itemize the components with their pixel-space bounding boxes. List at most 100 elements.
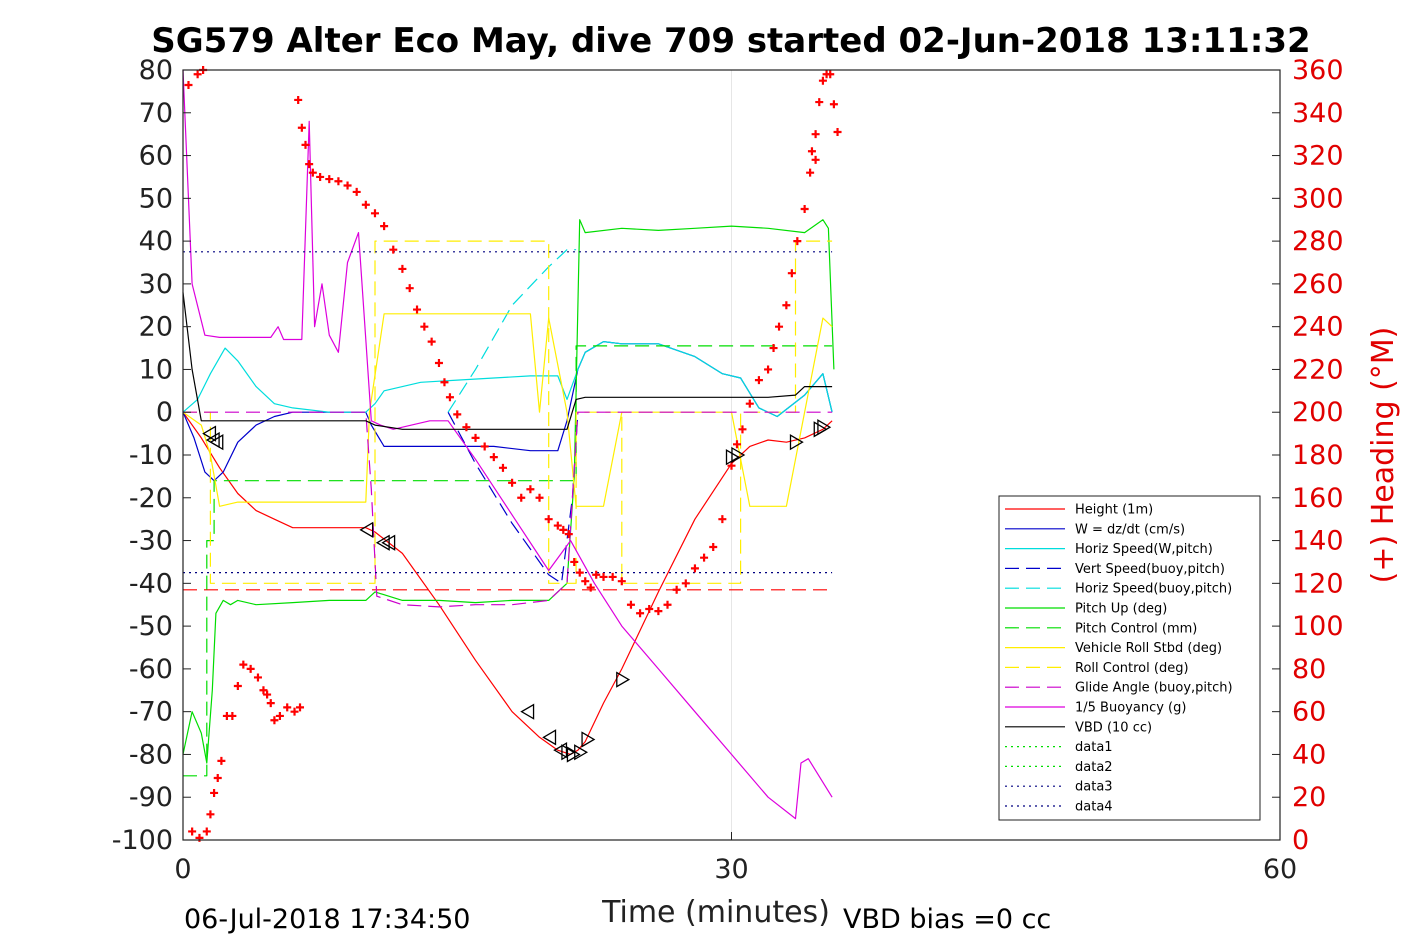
plot-area: 80706050403020100-10-20-30-40-50-60-70-8…	[112, 55, 1344, 885]
right-axis-label: (+) Heading (°M)	[1366, 327, 1401, 584]
heading-point	[811, 130, 820, 139]
heading-point	[301, 140, 310, 149]
y-right-tick-label: 140	[1292, 526, 1344, 557]
axis-ticks: 80706050403020100-10-20-30-40-50-60-70-8…	[112, 55, 1344, 885]
legend-entry: data1	[1075, 740, 1113, 755]
heading-point	[217, 756, 226, 765]
y-tick-label: 80	[139, 55, 173, 86]
heading-point	[599, 572, 608, 581]
heading-point	[807, 147, 816, 156]
y-right-tick-label: 160	[1292, 483, 1344, 514]
heading-point	[334, 177, 343, 186]
heading-point	[672, 585, 681, 594]
heading-point	[681, 579, 690, 588]
heading-point	[188, 827, 197, 836]
legend-entry: Horiz Speed(buoy,pitch)	[1075, 582, 1232, 597]
heading-point	[826, 70, 835, 79]
heading-point	[626, 600, 635, 609]
heading-point	[193, 70, 202, 79]
heading-point	[508, 478, 517, 487]
triangle-marker	[574, 744, 589, 761]
heading-point	[308, 168, 317, 177]
y-right-tick-label: 340	[1292, 98, 1344, 129]
heading-point	[210, 788, 219, 797]
heading-point	[517, 493, 526, 502]
heading-point	[420, 322, 429, 331]
triangle-marker	[789, 434, 804, 451]
heading-point	[297, 123, 306, 132]
triangle-marker	[359, 521, 374, 538]
legend-entry: Vehicle Roll Stbd (deg)	[1075, 641, 1222, 656]
triangle-marker	[202, 425, 217, 442]
heading-point	[526, 485, 535, 494]
heading-point	[718, 515, 727, 524]
heading-point	[266, 699, 275, 708]
triangle-marker	[209, 434, 224, 451]
heading-point	[294, 95, 303, 104]
legend-entry: data4	[1075, 800, 1113, 815]
heading-point	[361, 200, 370, 209]
y-tick-label: -100	[112, 825, 173, 856]
heading-point	[769, 344, 778, 353]
triangle-marker	[581, 731, 596, 748]
y-right-tick-label: 100	[1292, 611, 1344, 642]
y-right-tick-label: 360	[1292, 55, 1344, 86]
heading-point	[754, 376, 763, 385]
y-right-tick-label: 260	[1292, 269, 1344, 300]
heading-point	[259, 686, 268, 695]
x-tick-label: 30	[714, 854, 748, 885]
heading-point	[829, 100, 838, 109]
y-tick-label: 10	[139, 354, 173, 385]
y-tick-label: -20	[129, 483, 173, 514]
heading-point	[352, 187, 361, 196]
legend-entry: VBD (10 cc)	[1075, 720, 1152, 735]
y-tick-label: 20	[139, 312, 173, 343]
y-right-tick-label: 220	[1292, 354, 1344, 385]
heading-point	[427, 337, 436, 346]
legend-entry: Pitch Up (deg)	[1075, 602, 1167, 617]
legend-entry: Roll Control (deg)	[1075, 661, 1189, 676]
heading-point	[316, 172, 325, 181]
heading-point	[581, 577, 590, 586]
y-right-tick-label: 200	[1292, 397, 1344, 428]
footer-timestamp: 06-Jul-2018 17:34:50	[184, 904, 470, 935]
heading-point	[305, 160, 314, 169]
heading-point	[343, 181, 352, 190]
y-tick-label: -40	[129, 568, 173, 599]
x-tick-label: 60	[1263, 854, 1297, 885]
heading-point	[782, 301, 791, 310]
triangle-marker	[566, 746, 581, 763]
footer-vbd-bias: VBD bias =0 cc	[843, 904, 1051, 935]
legend-entry: data3	[1075, 780, 1113, 795]
heading-point	[370, 209, 379, 218]
heading-point	[738, 425, 747, 434]
heading-point	[564, 530, 573, 539]
series-line	[182, 69, 833, 820]
y-right-tick-label: 80	[1292, 654, 1326, 685]
y-right-tick-label: 0	[1292, 825, 1309, 856]
x-tick-label: 0	[174, 854, 191, 885]
y-tick-label: -30	[129, 526, 173, 557]
heading-point	[233, 682, 242, 690]
y-tick-label: -60	[129, 654, 173, 685]
heading-point	[811, 155, 820, 164]
heading-point	[206, 810, 215, 819]
legend-entry: Height (1m)	[1075, 503, 1153, 518]
heading-point	[405, 284, 414, 293]
heading-point	[471, 433, 480, 442]
y-tick-label: 40	[139, 226, 173, 257]
series-lines	[182, 69, 835, 820]
heading-point	[732, 440, 741, 449]
heading-point	[608, 572, 617, 581]
heading-point	[480, 442, 489, 451]
heading-point	[645, 605, 654, 613]
heading-point	[380, 222, 389, 231]
heading-point	[775, 322, 784, 331]
heading-point	[270, 716, 279, 725]
heading-point	[275, 711, 284, 720]
heading-point	[434, 359, 443, 368]
triangle-marker	[542, 729, 557, 746]
heading-point	[663, 600, 672, 609]
y-right-tick-label: 20	[1292, 782, 1326, 813]
heading-point	[445, 393, 454, 402]
